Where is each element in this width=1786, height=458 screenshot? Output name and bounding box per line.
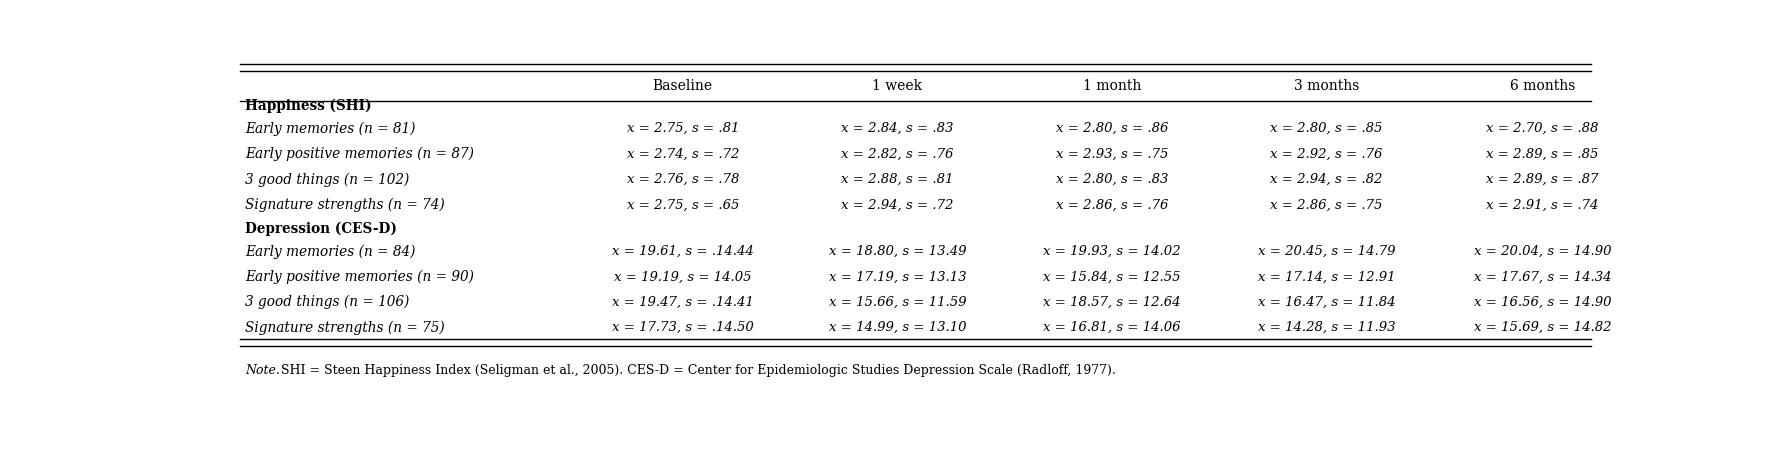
Text: x = 16.81, s = 14.06: x = 16.81, s = 14.06: [1043, 321, 1181, 334]
Text: x = 19.19, s = 14.05: x = 19.19, s = 14.05: [614, 270, 752, 284]
Text: x = 15.66, s = 11.59: x = 15.66, s = 11.59: [829, 296, 966, 309]
Text: x = 2.91, s = .74: x = 2.91, s = .74: [1486, 198, 1598, 211]
Text: x = 14.99, s = 13.10: x = 14.99, s = 13.10: [829, 321, 966, 334]
Text: x = 2.74, s = .72: x = 2.74, s = .72: [627, 147, 739, 161]
Text: x = 2.88, s = .81: x = 2.88, s = .81: [841, 173, 954, 186]
Text: x = 15.84, s = 12.55: x = 15.84, s = 12.55: [1043, 270, 1181, 284]
Text: x = 2.89, s = .85: x = 2.89, s = .85: [1486, 147, 1598, 161]
Text: 1 month: 1 month: [1082, 79, 1141, 93]
Text: x = 19.61, s = .14.44: x = 19.61, s = .14.44: [613, 245, 754, 258]
Text: Baseline: Baseline: [652, 79, 713, 93]
Text: Signature strengths (n = 74): Signature strengths (n = 74): [245, 198, 445, 212]
Text: x = 2.80, s = .85: x = 2.80, s = .85: [1270, 122, 1382, 135]
Text: x = 17.67, s = 14.34: x = 17.67, s = 14.34: [1473, 270, 1611, 284]
Text: x = 2.94, s = .82: x = 2.94, s = .82: [1270, 173, 1382, 186]
Text: x = 2.80, s = .86: x = 2.80, s = .86: [1056, 122, 1168, 135]
Text: Happiness (SHI): Happiness (SHI): [245, 99, 371, 113]
Text: x = 18.80, s = 13.49: x = 18.80, s = 13.49: [829, 245, 966, 258]
Text: x = 2.82, s = .76: x = 2.82, s = .76: [841, 147, 954, 161]
Text: x = 20.04, s = 14.90: x = 20.04, s = 14.90: [1473, 245, 1611, 258]
Text: x = 17.14, s = 12.91: x = 17.14, s = 12.91: [1257, 270, 1395, 284]
Text: x = 2.75, s = .81: x = 2.75, s = .81: [627, 122, 739, 135]
Text: 1 week: 1 week: [872, 79, 922, 93]
Text: x = 2.76, s = .78: x = 2.76, s = .78: [627, 173, 739, 186]
Text: 3 good things (n = 102): 3 good things (n = 102): [245, 172, 409, 187]
Text: x = 2.75, s = .65: x = 2.75, s = .65: [627, 198, 739, 211]
Text: x = 14.28, s = 11.93: x = 14.28, s = 11.93: [1257, 321, 1395, 334]
Text: 3 good things (n = 106): 3 good things (n = 106): [245, 295, 409, 309]
Text: x = 2.92, s = .76: x = 2.92, s = .76: [1270, 147, 1382, 161]
Text: Note.: Note.: [245, 364, 280, 377]
Text: x = 16.47, s = 11.84: x = 16.47, s = 11.84: [1257, 296, 1395, 309]
Text: x = 2.70, s = .88: x = 2.70, s = .88: [1486, 122, 1598, 135]
Text: Early memories (n = 84): Early memories (n = 84): [245, 244, 416, 259]
Text: Early memories (n = 81): Early memories (n = 81): [245, 121, 416, 136]
Text: x = 15.69, s = 14.82: x = 15.69, s = 14.82: [1473, 321, 1611, 334]
Text: x = 16.56, s = 14.90: x = 16.56, s = 14.90: [1473, 296, 1611, 309]
Text: SHI = Steen Happiness Index (Seligman et al., 2005). CES-D = Center for Epidemio: SHI = Steen Happiness Index (Seligman et…: [277, 364, 1116, 377]
Text: x = 19.47, s = .14.41: x = 19.47, s = .14.41: [613, 296, 754, 309]
Text: x = 2.89, s = .87: x = 2.89, s = .87: [1486, 173, 1598, 186]
Text: x = 2.93, s = .75: x = 2.93, s = .75: [1056, 147, 1168, 161]
Text: x = 20.45, s = 14.79: x = 20.45, s = 14.79: [1257, 245, 1395, 258]
Text: x = 2.86, s = .75: x = 2.86, s = .75: [1270, 198, 1382, 211]
Text: x = 18.57, s = 12.64: x = 18.57, s = 12.64: [1043, 296, 1181, 309]
Text: Early positive memories (n = 90): Early positive memories (n = 90): [245, 270, 475, 284]
Text: x = 2.86, s = .76: x = 2.86, s = .76: [1056, 198, 1168, 211]
Text: Depression (CES-D): Depression (CES-D): [245, 222, 396, 236]
Text: Early positive memories (n = 87): Early positive memories (n = 87): [245, 147, 475, 161]
Text: x = 2.94, s = .72: x = 2.94, s = .72: [841, 198, 954, 211]
Text: x = 17.19, s = 13.13: x = 17.19, s = 13.13: [829, 270, 966, 284]
Text: x = 2.80, s = .83: x = 2.80, s = .83: [1056, 173, 1168, 186]
Text: x = 19.93, s = 14.02: x = 19.93, s = 14.02: [1043, 245, 1181, 258]
Text: 3 months: 3 months: [1293, 79, 1359, 93]
Text: x = 17.73, s = .14.50: x = 17.73, s = .14.50: [613, 321, 754, 334]
Text: 6 months: 6 months: [1509, 79, 1575, 93]
Text: Signature strengths (n = 75): Signature strengths (n = 75): [245, 320, 445, 335]
Text: x = 2.84, s = .83: x = 2.84, s = .83: [841, 122, 954, 135]
